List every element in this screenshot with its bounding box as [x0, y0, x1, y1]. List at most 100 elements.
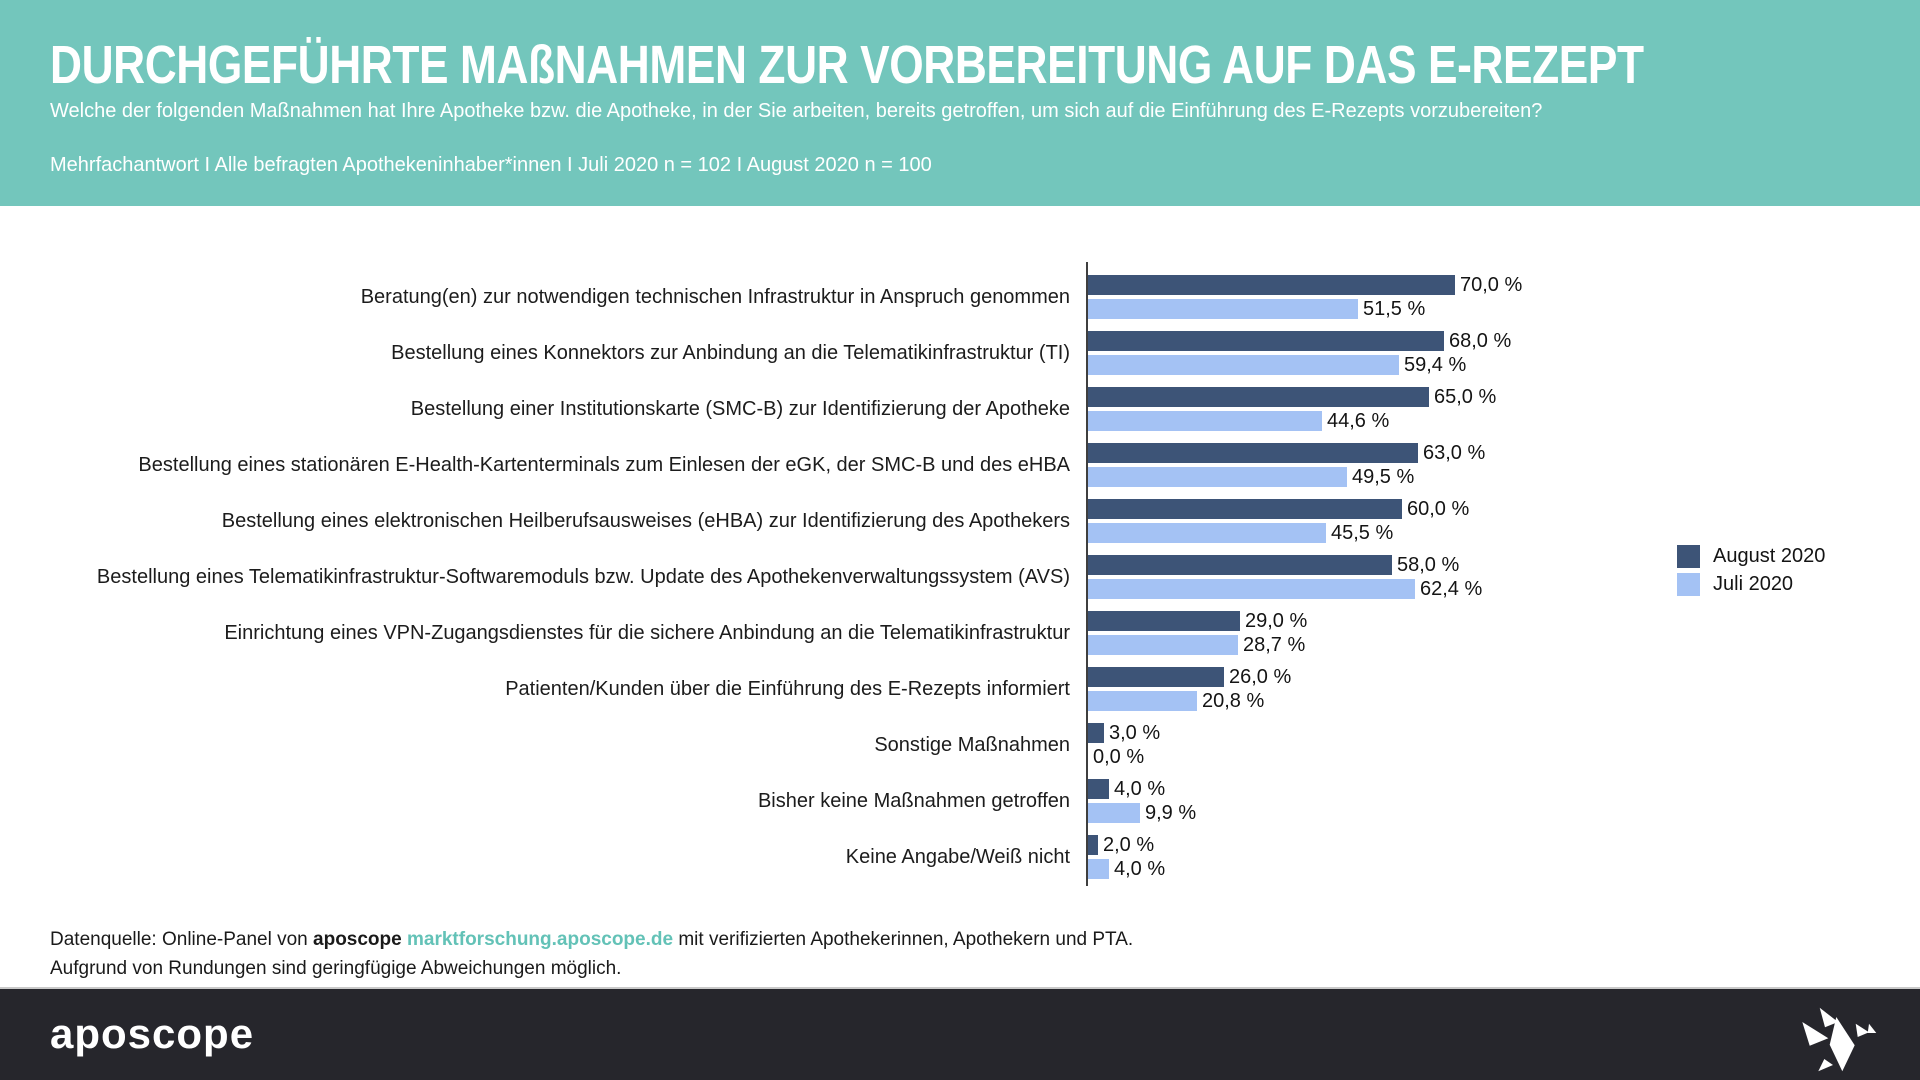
source-line-1: Datenquelle: Online-Panel von aposcope m… [50, 925, 1133, 954]
bar-line: 3,0 % [1088, 723, 1160, 743]
bar-line: 4,0 % [1088, 779, 1196, 799]
bar-group: 63,0 % 49,5 % [1088, 443, 1485, 491]
bar-group: 3,0 % 0,0 % [1088, 723, 1160, 771]
value-label-juli: 49,5 % [1352, 466, 1415, 488]
legend-label-juli: Juli 2020 [1713, 573, 1794, 595]
bar-juli [1088, 859, 1109, 879]
legend-label-august: August 2020 [1713, 545, 1826, 567]
bar-august [1088, 779, 1109, 799]
bar-august [1088, 443, 1418, 463]
bar-juli [1088, 467, 1347, 487]
bar-line: 65,0 % [1088, 387, 1496, 407]
bar-august [1088, 667, 1224, 687]
bar-august [1088, 499, 1402, 519]
bar-line: 58,0 % [1088, 555, 1482, 575]
legend-swatch-august [1677, 545, 1700, 568]
chart-legend: August 2020 Juli 2020 [1677, 545, 1825, 601]
category-label: Bisher keine Maßnahmen getroffen [757, 789, 1070, 812]
chart-row: Bestellung eines Telematikinfrastruktur-… [0, 555, 1920, 599]
value-label-august: 60,0 % [1407, 498, 1470, 520]
legend-entry-juli: Juli 2020 [1677, 573, 1825, 596]
bar-group: 2,0 % 4,0 % [1088, 835, 1165, 883]
legend-swatch-juli [1677, 573, 1700, 596]
survey-question: Welche der folgenden Maßnahmen hat Ihre … [50, 100, 1543, 122]
chart-row: Bisher keine Maßnahmen getroffen 4,0 % 9,9… [0, 779, 1920, 823]
bar-juli [1088, 635, 1238, 655]
bar-line: 51,5 % [1088, 299, 1522, 319]
chart-row: Sonstige Maßnahmen 3,0 % 0,0 % [0, 723, 1920, 767]
value-label-juli: 44,6 % [1327, 410, 1390, 432]
value-label-juli: 59,4 % [1404, 354, 1467, 376]
bar-line: 26,0 % [1088, 667, 1291, 687]
source-note: Datenquelle: Online-Panel von aposcope m… [50, 925, 1133, 983]
chart-row: Einrichtung eines VPN-Zugangsdienstes fü… [0, 611, 1920, 655]
bar-line: 62,4 % [1088, 579, 1482, 599]
bar-line: 20,8 % [1088, 691, 1291, 711]
bar-line: 49,5 % [1088, 467, 1485, 487]
bar-group: 60,0 % 45,5 % [1088, 499, 1469, 547]
category-label: Einrichtung eines VPN-Zugangsdienstes fü… [224, 621, 1070, 644]
value-label-juli: 51,5 % [1363, 298, 1426, 320]
source-prefix: Datenquelle: Online-Panel von [50, 929, 314, 950]
footer-bar: aposcope [0, 987, 1920, 1080]
origami-bird-icon [1802, 1007, 1877, 1072]
bar-august [1088, 331, 1444, 351]
value-label-august: 29,0 % [1245, 610, 1308, 632]
page-title: DURCHGEFÜHRTE MAßNAHMEN ZUR VORBEREITUNG… [50, 35, 1644, 95]
sample-info: Mehrfachantwort I Alle befragten Apothek… [50, 154, 932, 176]
bar-august [1088, 835, 1098, 855]
value-label-juli: 28,7 % [1243, 634, 1306, 656]
bar-group: 26,0 % 20,8 % [1088, 667, 1291, 715]
bar-group: 68,0 % 59,4 % [1088, 331, 1511, 379]
value-label-juli: 4,0 % [1114, 858, 1166, 880]
bar-juli [1088, 299, 1358, 319]
bar-line: 29,0 % [1088, 611, 1307, 631]
bar-line: 60,0 % [1088, 499, 1469, 519]
value-label-august: 63,0 % [1423, 442, 1486, 464]
source-link[interactable]: marktforschung.aposcope.de [407, 929, 674, 950]
bar-line: 45,5 % [1088, 523, 1469, 543]
bar-juli [1088, 411, 1322, 431]
category-label: Keine Angabe/Weiß nicht [845, 845, 1070, 868]
value-label-juli: 9,9 % [1145, 802, 1197, 824]
bar-line: 68,0 % [1088, 331, 1511, 351]
value-label-juli: 45,5 % [1331, 522, 1394, 544]
source-brand: aposcope [313, 929, 402, 950]
value-label-juli: 0,0 % [1093, 746, 1145, 768]
bar-group: 29,0 % 28,7 % [1088, 611, 1307, 659]
category-label: Bestellung eines stationären E-Health-Ka… [138, 453, 1070, 476]
chart-row: Beratung(en) zur notwendigen technischen… [0, 275, 1920, 319]
bar-group: 70,0 % 51,5 % [1088, 275, 1522, 323]
bar-juli [1088, 803, 1140, 823]
bar-group: 4,0 % 9,9 % [1088, 779, 1196, 827]
legend-entry-august: August 2020 [1677, 545, 1825, 568]
value-label-august: 3,0 % [1109, 722, 1161, 744]
bar-line: 4,0 % [1088, 859, 1165, 879]
bar-juli [1088, 691, 1197, 711]
bar-august [1088, 611, 1240, 631]
value-label-august: 70,0 % [1460, 274, 1523, 296]
bar-line: 44,6 % [1088, 411, 1496, 431]
bar-group: 65,0 % 44,6 % [1088, 387, 1496, 435]
chart-row: Bestellung eines stationären E-Health-Ka… [0, 443, 1920, 487]
bar-august [1088, 275, 1455, 295]
bar-august [1088, 723, 1104, 743]
bar-line: 70,0 % [1088, 275, 1522, 295]
bar-juli [1088, 523, 1326, 543]
chart-row: Bestellung eines Konnektors zur Anbindun… [0, 331, 1920, 375]
chart-row: Keine Angabe/Weiß nicht 2,0 % 4,0 % [0, 835, 1920, 879]
source-suffix: mit verifizierten Apothekerinnen, Apothe… [673, 929, 1134, 950]
value-label-august: 26,0 % [1229, 666, 1292, 688]
value-label-august: 4,0 % [1114, 778, 1166, 800]
value-label-juli: 20,8 % [1202, 690, 1265, 712]
value-label-august: 65,0 % [1434, 386, 1497, 408]
chart-row: Bestellung einer Institutionskarte (SMC-… [0, 387, 1920, 431]
chart-row: Bestellung eines elektronischen Heilberu… [0, 499, 1920, 543]
value-label-august: 58,0 % [1397, 554, 1460, 576]
bar-line: 59,4 % [1088, 355, 1511, 375]
bar-line: 0,0 % [1088, 747, 1160, 767]
value-label-august: 2,0 % [1103, 834, 1155, 856]
bar-juli [1088, 579, 1415, 599]
bar-line: 9,9 % [1088, 803, 1196, 823]
